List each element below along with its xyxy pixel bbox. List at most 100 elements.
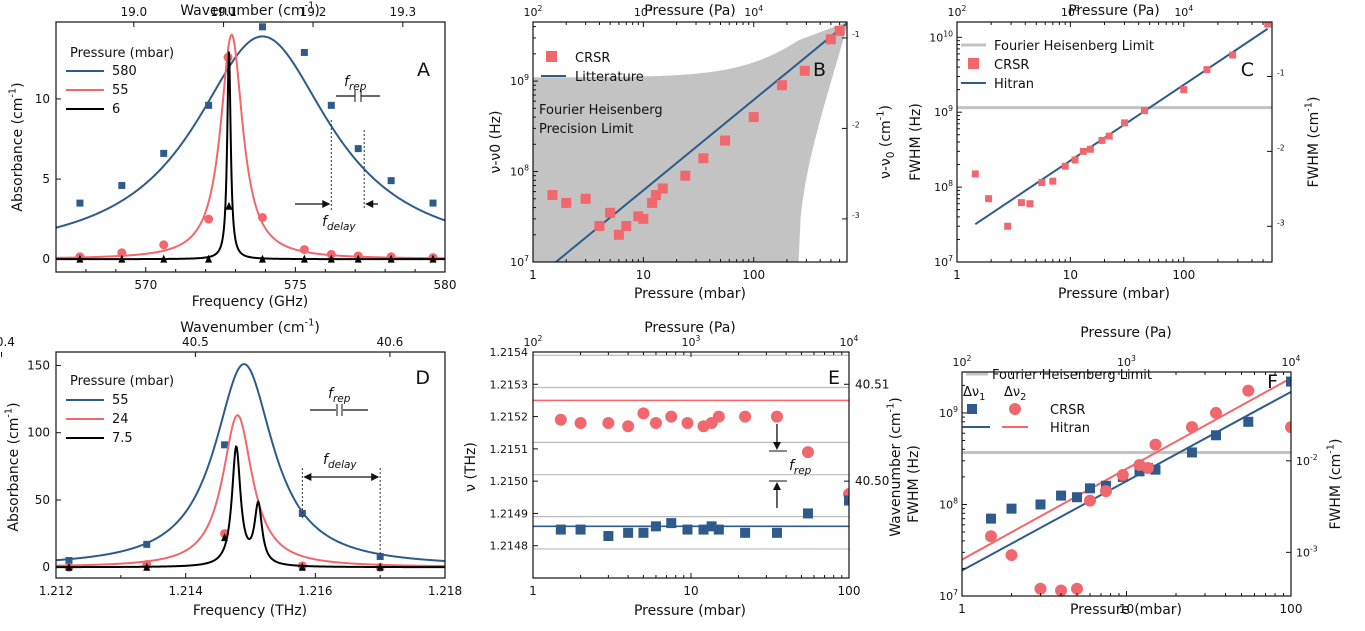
data-point-lower — [603, 531, 614, 542]
crsr-point — [633, 211, 644, 222]
x-tick-label: 100 — [742, 268, 765, 282]
data-point-580 — [160, 149, 168, 157]
y-axis-label-part: ) — [6, 402, 22, 407]
frep-label-part: rep — [794, 465, 812, 477]
crsr-point — [1005, 549, 1018, 562]
y-tick-label: 109 — [934, 104, 953, 119]
top-tick-label-part: 4 — [1296, 354, 1301, 363]
panel-letter: C — [1241, 59, 1254, 81]
crsr-point — [748, 112, 759, 123]
legend-swatch — [1009, 403, 1021, 415]
right-axis-label: Wavenumber (cm-1) — [886, 397, 904, 537]
crsr-point — [1071, 156, 1079, 164]
y-tick-label: 108 — [934, 179, 953, 194]
top-tick-label: 104 — [744, 4, 763, 19]
y-tick-label-part: 7 — [524, 254, 529, 263]
precision-limit-region — [533, 22, 847, 262]
y-tick-label: 108 — [939, 497, 958, 512]
top-tick-label-part: 2 — [538, 334, 543, 343]
right-axis-label-part: -1 — [886, 403, 897, 413]
data-point-6 — [327, 254, 335, 263]
legend-title: Pressure (mbar) — [70, 46, 174, 61]
right-tick-label-part: -1 — [852, 30, 860, 39]
crsr-point — [1004, 222, 1012, 230]
y-tick-label: 108 — [510, 164, 529, 179]
legend-delta-label-part: Δν — [963, 385, 979, 400]
crsr-point — [1209, 406, 1222, 419]
top-tick-label: 19.3 — [389, 5, 416, 19]
y-axis-label: ν (THz) — [463, 442, 479, 492]
crsr-point — [1056, 490, 1067, 501]
crsr-point — [647, 197, 658, 208]
legend-swatch — [967, 404, 977, 414]
data-point-580 — [300, 48, 308, 56]
crsr-point — [1180, 86, 1188, 94]
x-tick-label: 1 — [953, 268, 961, 282]
top-axis-label: Pressure (Pa) — [644, 3, 736, 19]
data-point-7.5 — [221, 533, 229, 542]
legend-label: 7.5 — [112, 431, 133, 446]
plot-area — [957, 22, 1272, 230]
top-tick-label: 102 — [524, 334, 543, 349]
data-point-55 — [204, 214, 214, 224]
y-tick-label-part: 10 — [943, 29, 953, 38]
y-axis-label-part: -1 — [4, 408, 15, 418]
y-tick-label-part: 9 — [524, 73, 529, 82]
panel-a: 570 575 580 0 5 10 19.0 19.1 19.2 19.3 Frequency (… — [8, 1, 457, 310]
right-tick-label: 40.51 — [855, 377, 889, 391]
top-axis-label-part: ) — [314, 3, 319, 19]
data-point-7.5 — [298, 562, 306, 571]
crsr-point — [1141, 462, 1154, 475]
legend-label: Hitran — [994, 77, 1034, 92]
arrow-head — [772, 442, 781, 450]
crsr-point — [1149, 438, 1162, 451]
data-point-6 — [354, 254, 362, 263]
top-tick-label-part: 3 — [696, 334, 701, 343]
top-tick-label: 103 — [1061, 4, 1080, 19]
x-tick-label: 10 — [1119, 602, 1134, 616]
data-point-55 — [257, 213, 267, 223]
plot-area-a — [56, 23, 445, 263]
top-axis-label-part: -1 — [305, 1, 315, 12]
crsr-point — [1203, 66, 1211, 74]
right-tick-label-part: 10 — [1296, 546, 1310, 559]
frep-label: frep — [789, 458, 812, 477]
top-tick-label: 40.4 — [0, 335, 15, 349]
x-tick-label: 575 — [284, 278, 307, 292]
x-tick-label: 1 — [958, 602, 966, 616]
data-point-55 — [65, 557, 73, 565]
right-axis-label-part: ν-ν — [878, 158, 894, 179]
y-tick-label: 107 — [510, 254, 529, 269]
crsr-point — [1071, 492, 1082, 503]
fdelay-label-part: delay — [327, 221, 356, 233]
y-tick-label: 100 — [27, 426, 50, 440]
top-tick-label: 103 — [682, 334, 701, 349]
data-point-6 — [387, 254, 395, 263]
crsr-point — [1186, 447, 1197, 458]
panel-d: 1.212 1.214 1.216 1.218 0 50 100 150 40.4 40.5 40.… — [0, 318, 462, 619]
x-axis-label: Pressure (mbar) — [634, 286, 746, 302]
top-tick-label: 19.2 — [300, 5, 327, 19]
top-tick-label-part: 10 — [948, 6, 962, 19]
crsr-point — [680, 170, 691, 181]
crsr-point — [984, 530, 997, 543]
top-axis-label: Pressure (Pa) — [644, 320, 736, 336]
y-tick-label: 0 — [42, 252, 50, 266]
crsr-point — [1120, 119, 1128, 127]
right-axis-label-part: -1 — [1326, 444, 1337, 454]
data-point-580 — [76, 199, 84, 207]
right-axis-label: FWHM (cm-1) — [1304, 97, 1322, 188]
data-point-lower — [706, 521, 717, 532]
top-tick-label: 102 — [948, 4, 967, 19]
right-axis-label-part: ) — [1328, 439, 1344, 444]
crsr-point — [1243, 416, 1254, 427]
panel-letter: E — [828, 367, 840, 389]
right-axis-label-part: -1 — [876, 111, 887, 121]
plot-area-e — [533, 354, 849, 550]
data-point-6 — [300, 254, 308, 263]
x-axis-label: Pressure (mbar) — [634, 603, 746, 619]
right-tick-label-part: -2 — [1310, 453, 1318, 462]
crsr-point — [1049, 177, 1057, 185]
top-axis-label-part: -1 — [305, 318, 315, 329]
